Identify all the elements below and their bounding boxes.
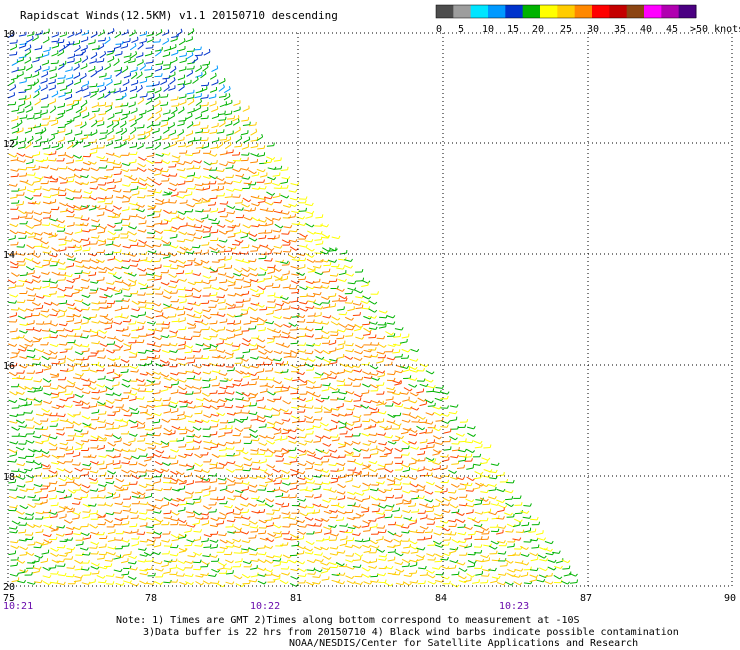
legend-swatch [540, 5, 558, 18]
time-label: 10:21 [3, 601, 33, 612]
legend-swatch [626, 5, 645, 18]
lat-label-18: 18 [3, 472, 15, 483]
lat-label-14: 14 [3, 250, 15, 261]
note-line-2: 3)Data buffer is 22 hrs from 20150710 4)… [143, 627, 679, 638]
legend-swatch [661, 5, 680, 18]
lon-label-81: 81 [290, 593, 302, 604]
lon-label-78: 78 [145, 593, 157, 604]
lat-lon-grid [7, 32, 733, 587]
legend-tick-label: 5 [458, 24, 464, 35]
legend-swatch [436, 5, 454, 18]
wind-barbs-layer [7, 28, 578, 588]
legend-tick-label: 40 [640, 24, 652, 35]
lat-label-16: 16 [3, 361, 15, 372]
lon-label-90: 90 [724, 593, 736, 604]
axis-labels: 75 78 81 84 87 90 10 12 14 16 18 20 10:21 10:22 10:23 [3, 29, 736, 612]
lon-label-84: 84 [435, 593, 447, 604]
legend-tick-label: 25 [560, 24, 572, 35]
legend-tick-label: 20 [532, 24, 544, 35]
legend-swatch [470, 5, 489, 18]
note-line-1: Note: 1) Times are GMT 2)Times along bot… [116, 615, 580, 626]
legend-swatch [453, 5, 472, 18]
color-legend: 0 5 10 15 20 25 30 35 40 45 >50 knots [435, 4, 740, 35]
lon-label-75: 75 [3, 593, 15, 604]
time-label: 10:23 [499, 601, 529, 612]
legend-tick-label: 15 [507, 24, 519, 35]
legend-tick-label: 0 [436, 24, 442, 35]
legend-swatch [522, 5, 541, 18]
legend-tick-label: 10 [482, 24, 494, 35]
legend-swatch [488, 5, 506, 18]
lat-label-10: 10 [3, 29, 15, 40]
legend-swatch [574, 5, 593, 18]
lat-label-12: 12 [3, 139, 15, 150]
map-title: Rapidscat Winds(12.5KM) v1.1 20150710 de… [20, 9, 338, 22]
legend-tick-label: >50 knots [690, 24, 740, 35]
legend-swatch [592, 5, 610, 18]
legend-swatch [557, 5, 576, 18]
legend-tick-label: 45 [666, 24, 678, 35]
lon-label-87: 87 [580, 593, 592, 604]
legend-tick-label: 30 [587, 24, 599, 35]
note-line-3: NOAA/NESDIS/Center for Satellite Applica… [289, 638, 639, 649]
legend-swatch [609, 5, 628, 18]
legend-tick-label: 35 [614, 24, 626, 35]
time-label: 10:22 [250, 601, 280, 612]
legend-swatch [644, 5, 662, 18]
legend-swatch [505, 5, 524, 18]
lat-label-20: 20 [3, 582, 15, 593]
legend-swatch [678, 5, 697, 18]
